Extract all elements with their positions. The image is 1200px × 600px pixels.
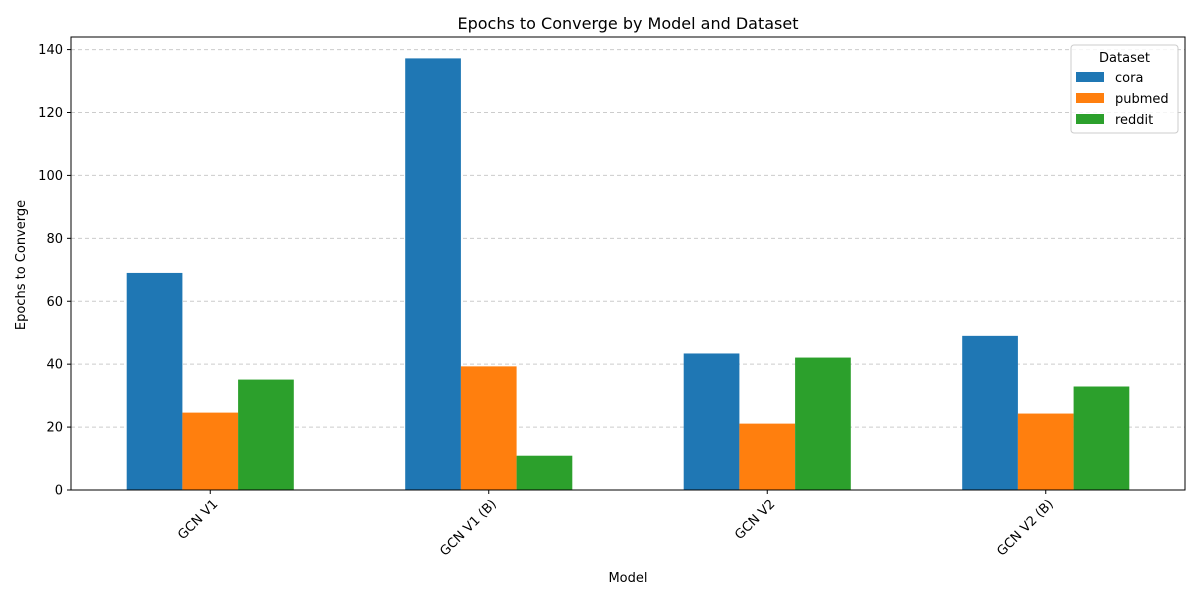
y-axis-label: Epochs to Converge (14, 200, 29, 330)
bar-cora (683, 353, 740, 490)
y-ticks: 0 20 40 60 80 100 120 140 (38, 43, 71, 499)
gridlines (71, 49, 1185, 428)
y-tick-label: 80 (46, 232, 63, 247)
bar-pubmed (1017, 413, 1074, 490)
legend-swatch-pubmed (1076, 93, 1104, 103)
bar-pubmed (460, 366, 517, 490)
legend-label-cora: cora (1115, 71, 1143, 86)
y-tick-label: 100 (38, 169, 63, 184)
bar-cora (405, 58, 461, 491)
y-tick-label: 0 (55, 484, 63, 499)
bar-reddit (1073, 386, 1130, 490)
legend: Dataset cora pubmed reddit (1070, 44, 1179, 134)
x-ticks: GCN V1 GCN V1 (B) GCN V2 GCN V2 (B) (175, 490, 1057, 559)
legend-label-pubmed: pubmed (1115, 92, 1169, 107)
y-tick-label: 20 (46, 421, 63, 436)
bars (126, 58, 1130, 491)
bar-reddit (795, 357, 851, 490)
chart-title: Epochs to Converge by Model and Dataset (457, 14, 798, 33)
legend-swatch-reddit (1076, 114, 1104, 124)
y-tick-label: 60 (46, 295, 63, 310)
legend-swatch-cora (1076, 72, 1104, 82)
legend-label-reddit: reddit (1115, 113, 1153, 128)
x-tick-label: GCN V1 (175, 497, 221, 543)
y-tick-label: 40 (46, 358, 63, 373)
bar-reddit (238, 379, 294, 490)
bar-pubmed (182, 412, 239, 490)
bar-reddit (516, 455, 573, 490)
y-tick-label: 140 (38, 43, 63, 58)
x-axis-label: Model (608, 571, 647, 586)
bar-cora (126, 272, 183, 490)
legend-title: Dataset (1099, 51, 1150, 66)
bar-cora (962, 335, 1018, 490)
plot-frame (70, 36, 1186, 491)
x-tick-label: GCN V1 (B) (437, 497, 499, 559)
x-tick-label: GCN V2 (B) (994, 497, 1056, 559)
x-tick-label: GCN V2 (732, 497, 778, 543)
y-tick-label: 120 (38, 106, 63, 121)
axes (70, 36, 1186, 491)
bar-pubmed (739, 423, 796, 490)
legend-box (1070, 44, 1179, 134)
